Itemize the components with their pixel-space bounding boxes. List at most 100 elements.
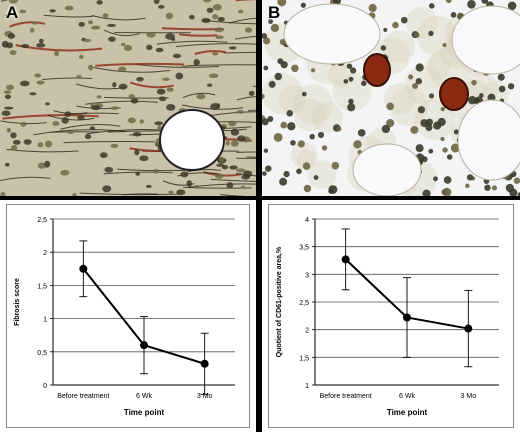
nucleus-mark — [8, 0, 18, 4]
cell-mark — [481, 0, 489, 4]
cell-mark — [415, 63, 424, 72]
fiber-mark — [235, 35, 256, 40]
stroma-mark — [293, 84, 334, 125]
x-tick-label: 3 Mo — [197, 393, 213, 400]
cell-mark — [428, 93, 435, 99]
cell-mark — [301, 91, 307, 97]
cell-mark — [311, 68, 316, 73]
nucleus-mark — [88, 64, 94, 71]
nucleus-mark — [146, 44, 153, 51]
nucleus-mark — [230, 128, 240, 136]
fiber-mark — [9, 21, 46, 28]
nucleus-mark — [7, 33, 16, 39]
cell-mark — [336, 126, 342, 132]
cell-mark — [468, 95, 477, 105]
nucleus-mark — [4, 94, 11, 100]
cell-mark — [429, 3, 435, 9]
cell-mark — [274, 72, 282, 81]
nucleus-mark — [12, 140, 21, 145]
nucleus-mark — [110, 143, 119, 148]
nucleus-mark — [208, 73, 219, 79]
cell-mark — [386, 102, 394, 111]
fiber-mark — [63, 140, 156, 144]
nucleus-mark — [175, 72, 184, 80]
nucleus-mark — [84, 134, 92, 140]
cell-mark — [265, 165, 272, 172]
cell-mark — [471, 79, 477, 86]
cell-mark — [381, 124, 391, 134]
nucleus-mark — [145, 184, 152, 188]
cell-mark — [420, 119, 429, 128]
fiber-mark — [236, 96, 256, 101]
stroma-mark — [382, 30, 416, 64]
fiber-mark — [42, 77, 93, 80]
cell-mark — [428, 30, 434, 36]
cell-mark — [309, 133, 315, 140]
nucleus-mark — [135, 171, 141, 176]
cell-mark — [277, 0, 287, 7]
cell-mark — [279, 38, 287, 46]
fiber-mark — [179, 33, 218, 37]
nucleus-mark — [212, 4, 222, 11]
nucleus-mark — [128, 94, 135, 98]
cell-mark — [302, 162, 311, 170]
x-tick-label: 6 Wk — [136, 393, 152, 400]
nucleus-mark — [77, 114, 85, 121]
nucleus-mark — [72, 193, 77, 196]
cell-mark — [479, 93, 484, 98]
cell-mark — [433, 176, 438, 182]
cell-mark — [280, 121, 288, 129]
fibrosis-chart-frame: 0 0,5 1 1,5 2 2,5 Before treatment 6 Wk 3 Mo Time… — [0, 200, 256, 432]
nucleus-mark — [180, 171, 189, 178]
nucleus-mark — [153, 0, 160, 5]
nucleus-mark — [64, 111, 72, 118]
nucleus-mark — [45, 140, 53, 148]
fiber-mark — [95, 62, 184, 67]
nucleus-mark — [196, 93, 206, 100]
fiber-mark — [246, 156, 256, 158]
cell-mark — [303, 184, 312, 193]
cell-mark — [414, 32, 420, 38]
cell-mark — [507, 83, 515, 90]
nucleus-mark — [36, 42, 46, 48]
nucleus-mark — [228, 120, 237, 127]
micrograph-b-image — [262, 0, 520, 196]
cell-mark — [450, 12, 457, 18]
cell-mark — [343, 79, 349, 84]
cell-mark — [466, 174, 474, 181]
cell-mark — [437, 117, 446, 127]
stroma-mark — [406, 7, 438, 39]
cell-mark — [357, 129, 366, 137]
nucleus-mark — [168, 190, 174, 194]
cell-mark — [453, 129, 459, 135]
y-tick-label: 1,5 — [299, 355, 309, 362]
panel-letter-a: A — [6, 3, 19, 22]
nucleus-mark — [54, 50, 60, 57]
nucleus-mark — [154, 121, 164, 126]
nucleus-mark — [240, 185, 246, 189]
cell-mark — [346, 63, 353, 69]
nucleus-mark — [218, 156, 225, 163]
cell-mark — [296, 168, 302, 175]
micrograph-panel-a: A — [0, 0, 256, 196]
nucleus-mark — [166, 104, 176, 111]
cell-mark — [450, 143, 460, 153]
nucleus-mark — [96, 95, 102, 99]
cell-mark — [262, 118, 269, 126]
cell-mark — [273, 132, 283, 142]
cell-mark — [443, 176, 452, 184]
fiber-mark — [0, 176, 51, 181]
fiber-mark — [247, 109, 256, 112]
cell-mark — [383, 27, 388, 32]
nucleus-mark — [172, 53, 182, 59]
y-tick-label: 1 — [305, 383, 309, 390]
cell-mark — [425, 124, 433, 132]
data-point — [464, 324, 473, 333]
cell-mark — [283, 170, 290, 178]
x-tick-label: Before treatment — [57, 393, 109, 400]
cell-mark — [350, 67, 357, 74]
nucleus-mark — [5, 84, 15, 91]
y-axis-label: Fibrosis score — [14, 278, 21, 326]
fiber-mark — [223, 51, 256, 54]
micrograph-panel-b: B — [262, 0, 520, 196]
